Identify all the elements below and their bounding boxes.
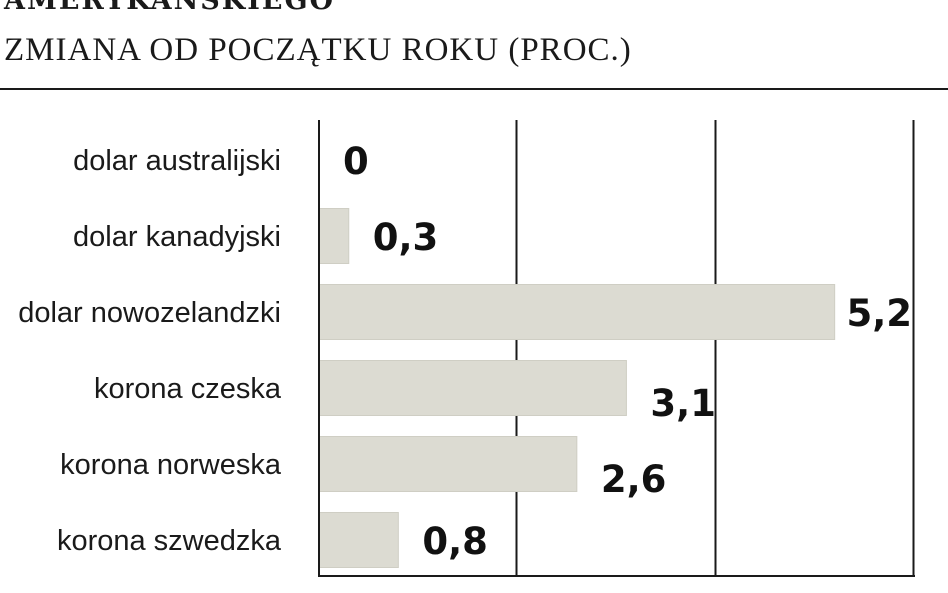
bar-1 xyxy=(318,208,350,264)
bar-5 xyxy=(318,512,399,568)
value-label: 0,8 xyxy=(422,520,488,563)
bar-2 xyxy=(318,284,836,340)
value-label: 0,3 xyxy=(373,216,439,259)
bars xyxy=(318,208,836,568)
category-label: dolar australijski xyxy=(73,145,281,177)
value-label: 0 xyxy=(343,140,369,183)
bar-4 xyxy=(318,436,578,492)
category-label: dolar nowozelandzki xyxy=(18,297,281,329)
value-label: 2,6 xyxy=(601,458,667,501)
bar-3 xyxy=(318,360,627,416)
category-label: dolar kanadyjski xyxy=(73,221,281,253)
chart-title: AMERYKAŃSKIEGO xyxy=(4,0,336,16)
category-label: korona norweska xyxy=(60,449,282,481)
category-label: korona szwedzka xyxy=(57,525,282,557)
title-divider xyxy=(0,88,948,90)
chart-subtitle: ZMIANA OD POCZĄTKU ROKU (PROC.) xyxy=(4,32,632,68)
grid-lines xyxy=(515,120,915,576)
value-label: 3,1 xyxy=(650,382,716,425)
value-label: 5,2 xyxy=(846,292,912,335)
category-label: korona czeska xyxy=(94,373,282,405)
